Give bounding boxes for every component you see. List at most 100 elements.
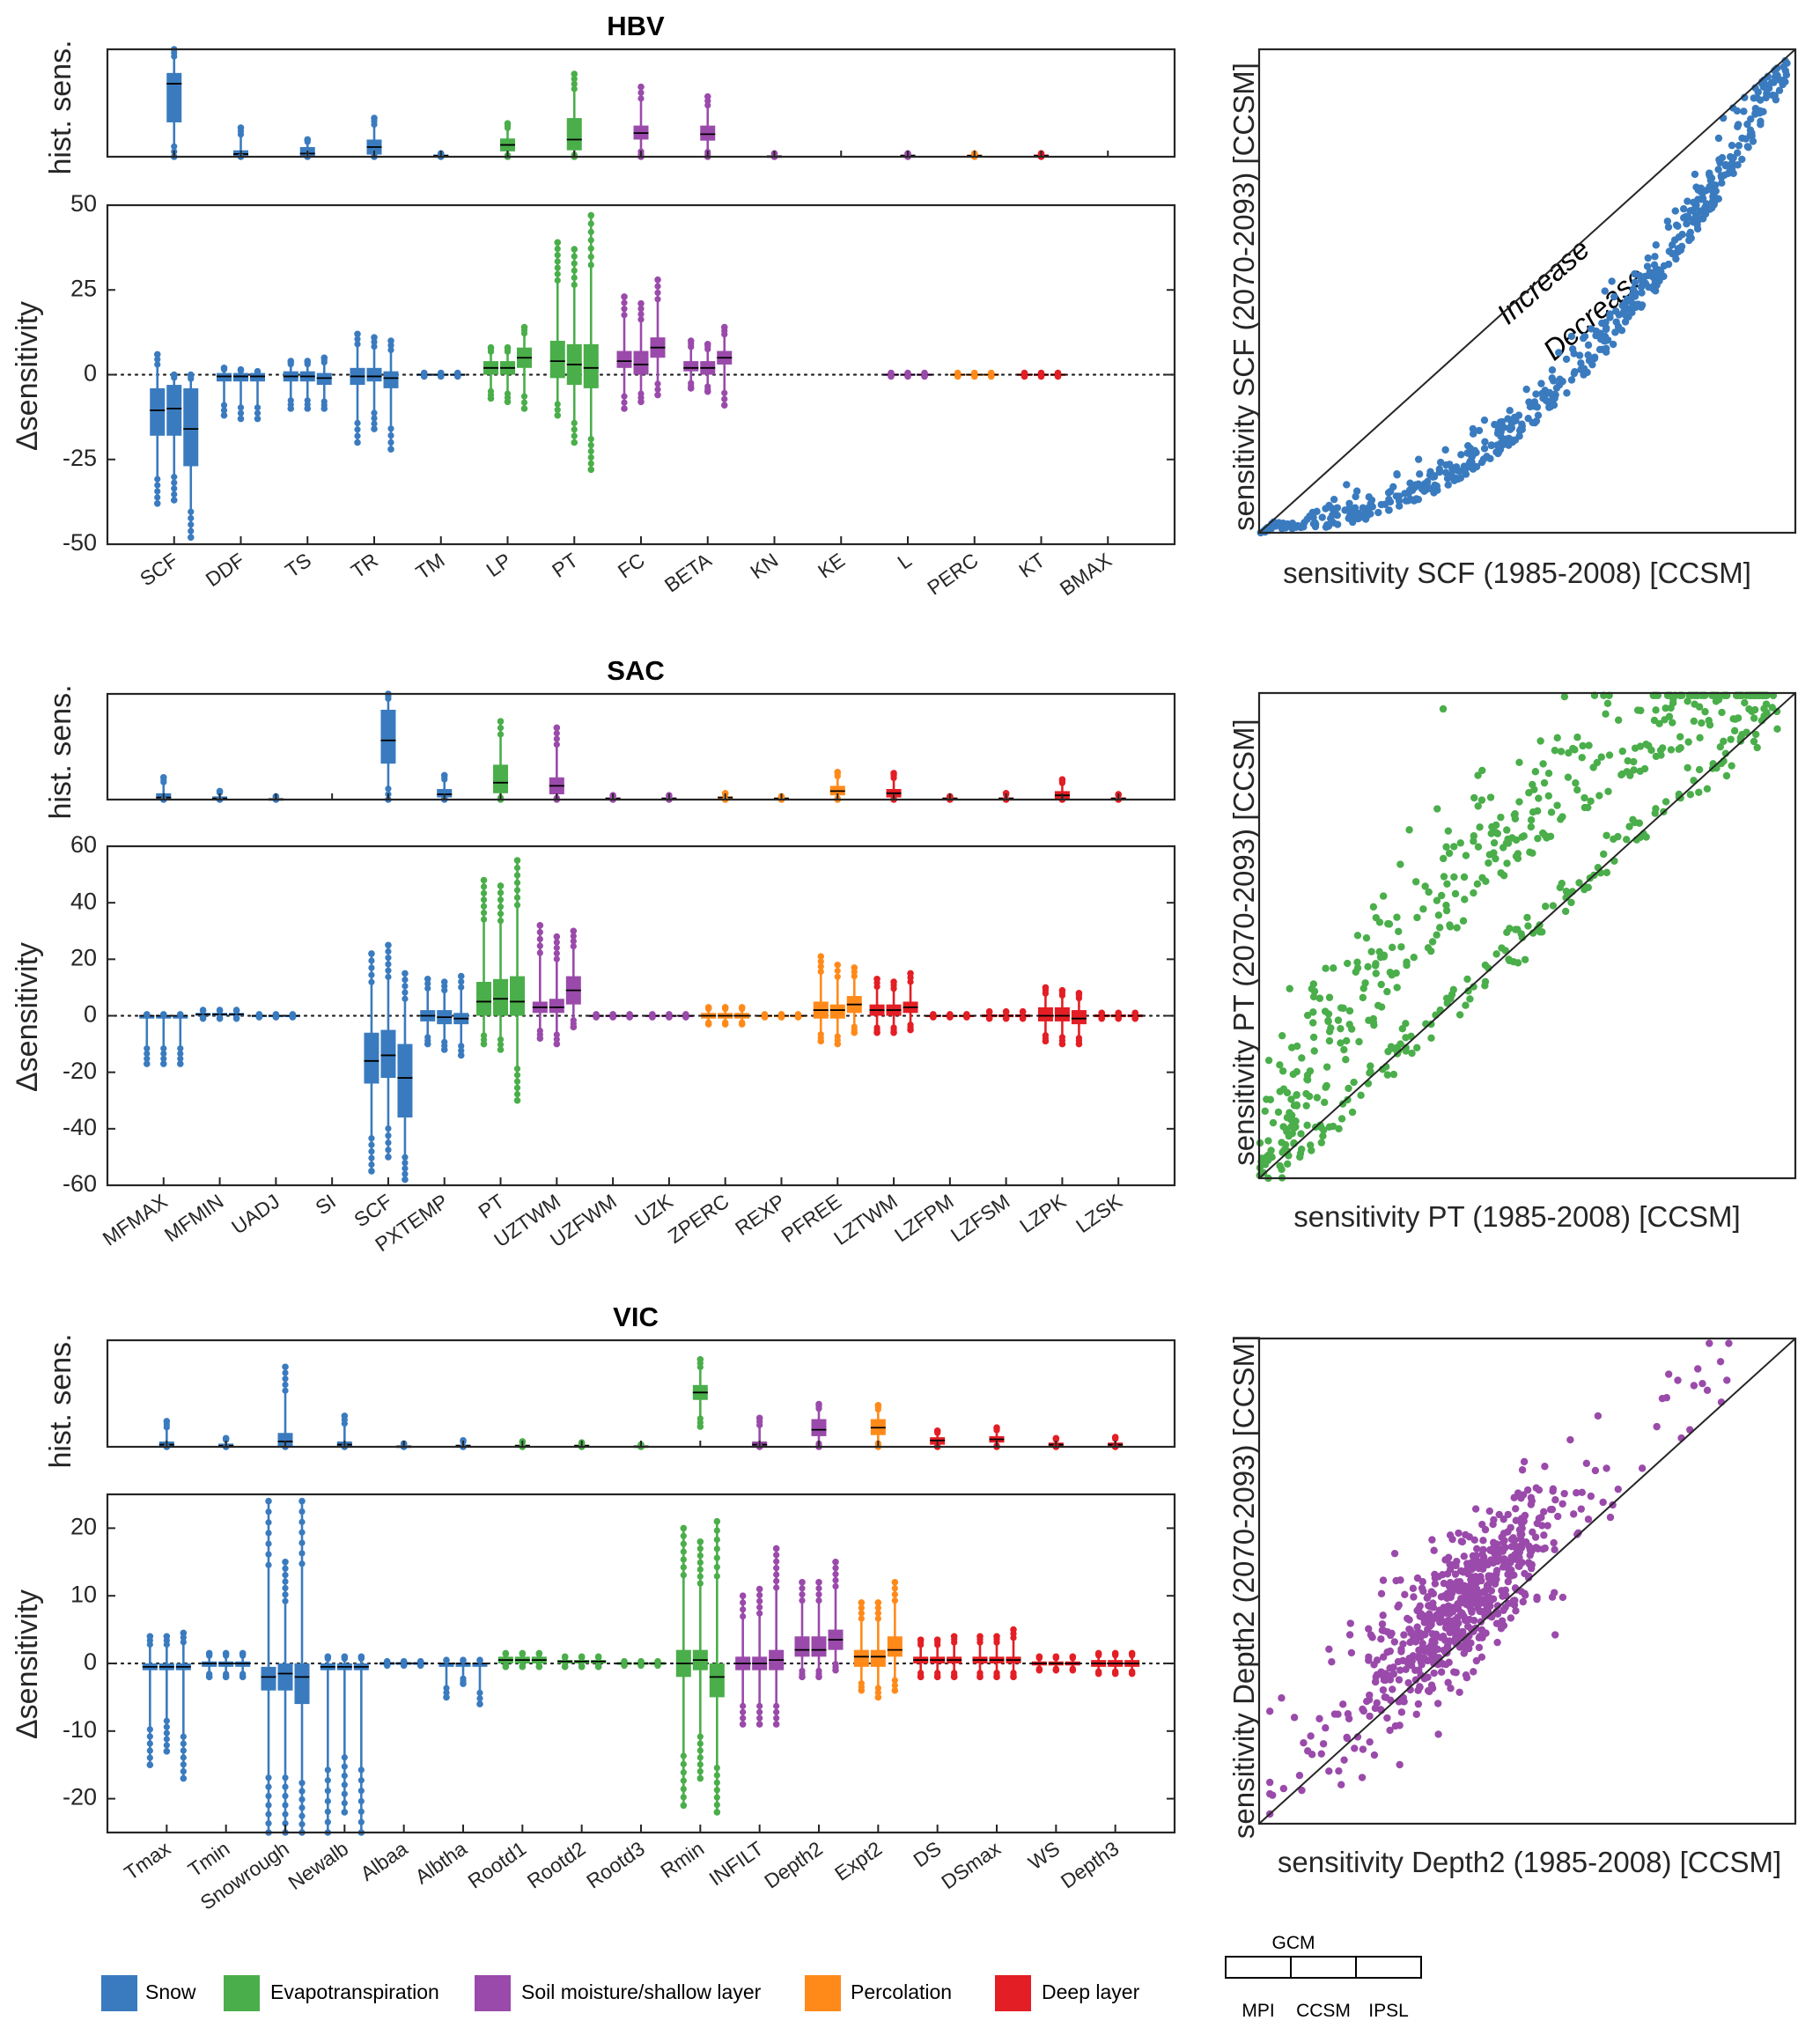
- scatter-point: [1583, 368, 1591, 377]
- scatter-point: [1322, 1724, 1330, 1732]
- scatter-point: [1371, 1678, 1380, 1686]
- hbv-tr-delta-mpi-outlier: [354, 419, 361, 427]
- scatter-point: [1676, 744, 1684, 752]
- scatter-point: [1591, 1466, 1600, 1475]
- scatter-point: [1396, 1760, 1404, 1769]
- scatter-point: [1679, 205, 1688, 213]
- scatter-point: [1424, 944, 1433, 952]
- scatter-point: [1578, 1488, 1586, 1497]
- vic-rmin-delta-ipsl-outlier: [713, 1563, 720, 1571]
- vic-snowrough-hist-outlier: [282, 1387, 289, 1394]
- sac-lzpk-xtick-label: LZPK: [1015, 1189, 1071, 1237]
- scatter-point: [1389, 1685, 1396, 1693]
- vic-rmin-delta-ccsm-outlier: [696, 1774, 704, 1782]
- scatter-point: [1703, 785, 1712, 793]
- hbv-scf-delta-mpi-outlier: [153, 350, 161, 358]
- sac-pxtemp-delta-ccsm-outlier: [440, 978, 448, 985]
- hbv-ts-delta-ipsl-outlier: [321, 405, 328, 412]
- vic-depth2-delta-ipsl-outlier: [832, 1565, 839, 1572]
- sac-scf-delta-mpi-outlier: [368, 1168, 375, 1175]
- scatter-point: [1337, 1039, 1345, 1047]
- sac-zperc-delta-mpi-outlier: [704, 1004, 712, 1011]
- scatter-point: [1660, 262, 1669, 270]
- scatter-point: [1430, 1546, 1438, 1554]
- scatter-point: [1644, 254, 1652, 262]
- sac-uztwm-delta-ipsl-outlier: [570, 942, 577, 950]
- vic-expt2-delta-mpi-outlier: [858, 1610, 865, 1617]
- vic-tmax-delta-ipsl-outlier: [180, 1733, 187, 1740]
- hbv-pt-delta-ccsm-outlier: [571, 267, 578, 274]
- hbv-kn-xtick-label: KN: [746, 549, 782, 584]
- sac-scf-delta-ipsl-outlier: [402, 1154, 409, 1161]
- sac-pt-delta-ccsm-outlier: [497, 911, 505, 918]
- scatter-point: [1410, 1593, 1418, 1601]
- scatter-point: [1290, 1102, 1299, 1110]
- vic-infilt-delta-ccsm-outlier: [756, 1591, 763, 1599]
- vic-rmin-xtick-label: Rmin: [656, 1837, 708, 1883]
- hbv-ytick-label: -25: [63, 445, 97, 471]
- scatter-point: [1455, 1529, 1463, 1538]
- sac-lzfsm-delta-ccsm-outlier: [1002, 1007, 1010, 1015]
- vic-depth2-xtick-label: Depth2: [760, 1837, 827, 1893]
- sac-lzfpm-delta-ipsl-outlier: [963, 1014, 970, 1021]
- scatter-point: [1738, 134, 1746, 143]
- vic-rmin-delta-mpi-outlier: [680, 1794, 687, 1801]
- sac-lztwm-xtick-label: LZTWM: [829, 1190, 902, 1250]
- scatter-point: [1641, 272, 1649, 281]
- scatter-point: [1490, 838, 1499, 847]
- scatter-point: [1533, 1593, 1541, 1602]
- vic-rmin-delta-ccsm-outlier: [696, 1545, 704, 1552]
- sac-mfmin-delta-mpi-outlier: [199, 1007, 207, 1014]
- scatter-point: [1414, 1686, 1422, 1694]
- hbv-delta-ylabel: Δsensitivity: [11, 301, 44, 451]
- sac-pfree-delta-ipsl-outlier: [851, 964, 858, 971]
- scatter-point: [1595, 792, 1603, 800]
- hbv-ddf-delta-ccsm-outlier: [237, 404, 245, 411]
- scatter-point: [1436, 924, 1444, 932]
- sac-scf-delta-mpi-outlier: [368, 964, 375, 971]
- scatter-point: [1632, 303, 1639, 312]
- scatter-point: [1428, 1536, 1436, 1544]
- gcm-key-box-mpi: [1225, 1956, 1292, 1979]
- hbv-tr-delta-mpi-outlier: [354, 426, 361, 433]
- hbv-lp-delta-ccsm-outlier: [504, 343, 512, 351]
- sac-lzpk-delta-ipsl-outlier: [1075, 990, 1083, 997]
- hbv-pt-hist-outlier: [571, 76, 578, 83]
- hbv-scf-delta-ipsl-outlier: [188, 508, 195, 515]
- one-to-one-line: [1258, 48, 1796, 534]
- sac-scf-delta-mpi-outlier: [368, 1135, 375, 1142]
- sac-ytick-label: -20: [63, 1058, 97, 1084]
- sac-uzfwm-delta-ccsm-outlier: [609, 1014, 616, 1021]
- vic-snowrough-delta-ccsm-box: [277, 1663, 293, 1691]
- vic-dsmax-delta-ccsm-outlier: [993, 1673, 1000, 1681]
- scatter-point: [1426, 1610, 1433, 1618]
- sac-uztwm-delta-ipsl-outlier: [570, 933, 577, 940]
- scatter-point: [1518, 425, 1526, 433]
- scatter-point: [1611, 328, 1619, 336]
- scatter-point: [1577, 1505, 1585, 1513]
- scatter-point: [1546, 1506, 1555, 1514]
- vic-albaa-xtick-label: Albaa: [356, 1837, 411, 1885]
- scatter-point: [1492, 828, 1499, 837]
- scatter-point: [1473, 1545, 1481, 1553]
- scatter-point: [1782, 70, 1791, 79]
- hbv-ddf-delta-ipsl-outlier: [254, 415, 262, 423]
- scatter-point: [1701, 708, 1709, 716]
- sac-zperc-delta-ccsm-outlier: [721, 1004, 729, 1011]
- scatter-point: [1295, 1772, 1304, 1780]
- scatter-point: [1601, 287, 1609, 295]
- scatter-point: [1375, 948, 1383, 955]
- sac-lztwm-delta-ipsl-outlier: [907, 970, 914, 977]
- hbv-beta-hist-box: [700, 125, 716, 141]
- scatter-point: [1541, 903, 1550, 911]
- scatter-point: [1521, 955, 1529, 963]
- sac-mfmax-delta-ipsl-outlier: [177, 1050, 184, 1058]
- sac-mfmax-delta-mpi-outlier: [144, 1050, 151, 1058]
- scatter-point: [1485, 1507, 1493, 1515]
- sac-pxtemp-delta-mpi-outlier: [424, 975, 431, 983]
- vic-dsmax-delta-ccsm-outlier: [993, 1633, 1000, 1641]
- hbv-beta-hist-outlier: [704, 101, 711, 109]
- scatter-point: [1722, 771, 1731, 780]
